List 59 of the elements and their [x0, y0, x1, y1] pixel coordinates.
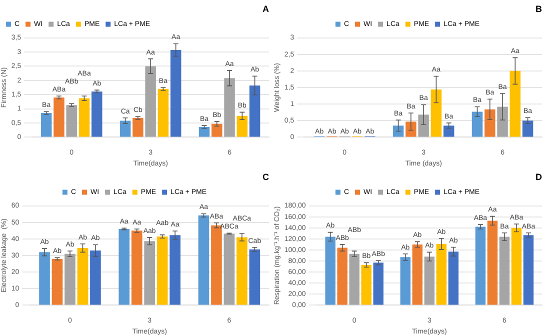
bar: [412, 244, 422, 305]
bar: [443, 126, 454, 137]
bar: [511, 228, 522, 305]
bar: [52, 258, 63, 305]
bar: [158, 88, 169, 137]
bar: [337, 248, 348, 305]
bar: [373, 262, 384, 305]
chart-title: C: [262, 172, 270, 182]
bar: [510, 70, 521, 137]
bar: [132, 118, 144, 137]
bar: [131, 230, 142, 305]
bar: [522, 120, 534, 137]
bar: [472, 112, 483, 137]
bar: [224, 234, 235, 305]
bar: [66, 105, 77, 137]
bar: [78, 98, 90, 137]
bar: [325, 236, 336, 305]
bar: [487, 220, 498, 305]
chart-title: D: [536, 172, 542, 182]
bar: [400, 257, 410, 305]
bar: [499, 236, 510, 305]
bar: [249, 86, 260, 137]
bar: [77, 248, 88, 305]
bar: [92, 91, 102, 137]
bar: [118, 228, 130, 305]
bar: [64, 254, 76, 305]
bar: [475, 226, 486, 305]
bar: [361, 264, 372, 305]
bar: [392, 126, 404, 137]
chart-title: B: [536, 4, 542, 14]
bar: [484, 109, 496, 137]
bar: [224, 78, 235, 137]
bar: [349, 254, 360, 305]
bar: [145, 66, 156, 137]
bar: [156, 236, 168, 305]
bar: [448, 252, 459, 305]
bar: [418, 114, 429, 137]
bar: [170, 50, 182, 137]
bar: [198, 126, 210, 137]
bar: [497, 106, 508, 137]
bar: [249, 249, 260, 305]
bar: [211, 225, 222, 305]
bar: [120, 120, 131, 137]
bar: [54, 97, 64, 137]
bar: [424, 256, 435, 305]
bar: [236, 116, 248, 137]
bar: [39, 252, 50, 305]
bar: [436, 244, 447, 305]
bar: [90, 250, 101, 305]
bar: [144, 241, 156, 305]
bar: [406, 122, 416, 137]
bar: [40, 113, 52, 137]
bar: [523, 235, 534, 305]
bar: [212, 124, 222, 137]
chart-title: A: [262, 4, 270, 14]
bar: [430, 89, 442, 137]
bar: [170, 235, 180, 305]
bar: [236, 237, 248, 305]
bar: [198, 215, 210, 305]
